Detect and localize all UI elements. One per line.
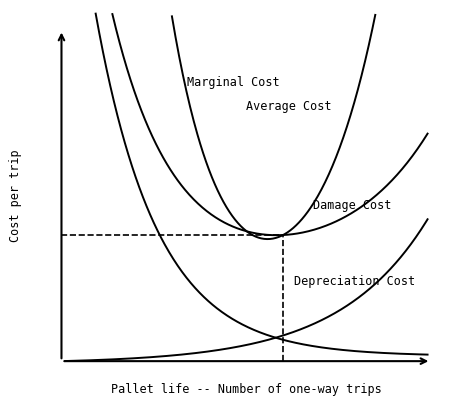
Text: Pallet life -- Number of one-way trips: Pallet life -- Number of one-way trips xyxy=(111,383,382,396)
Text: Average Cost: Average Cost xyxy=(246,100,332,113)
Text: Cost per trip: Cost per trip xyxy=(9,149,22,242)
Text: Depreciation Cost: Depreciation Cost xyxy=(294,275,416,288)
Text: Marginal Cost: Marginal Cost xyxy=(187,77,280,90)
Text: Damage Cost: Damage Cost xyxy=(313,199,392,212)
